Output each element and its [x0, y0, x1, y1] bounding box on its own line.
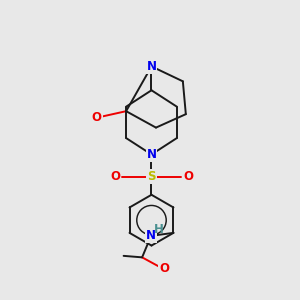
Text: N: N [146, 230, 156, 242]
Text: N: N [146, 60, 157, 73]
Text: H: H [154, 223, 164, 236]
Text: O: O [183, 170, 193, 183]
Text: O: O [110, 170, 120, 183]
Text: N: N [146, 148, 157, 161]
Text: O: O [159, 262, 169, 275]
Text: O: O [92, 111, 102, 124]
Text: S: S [147, 170, 156, 183]
